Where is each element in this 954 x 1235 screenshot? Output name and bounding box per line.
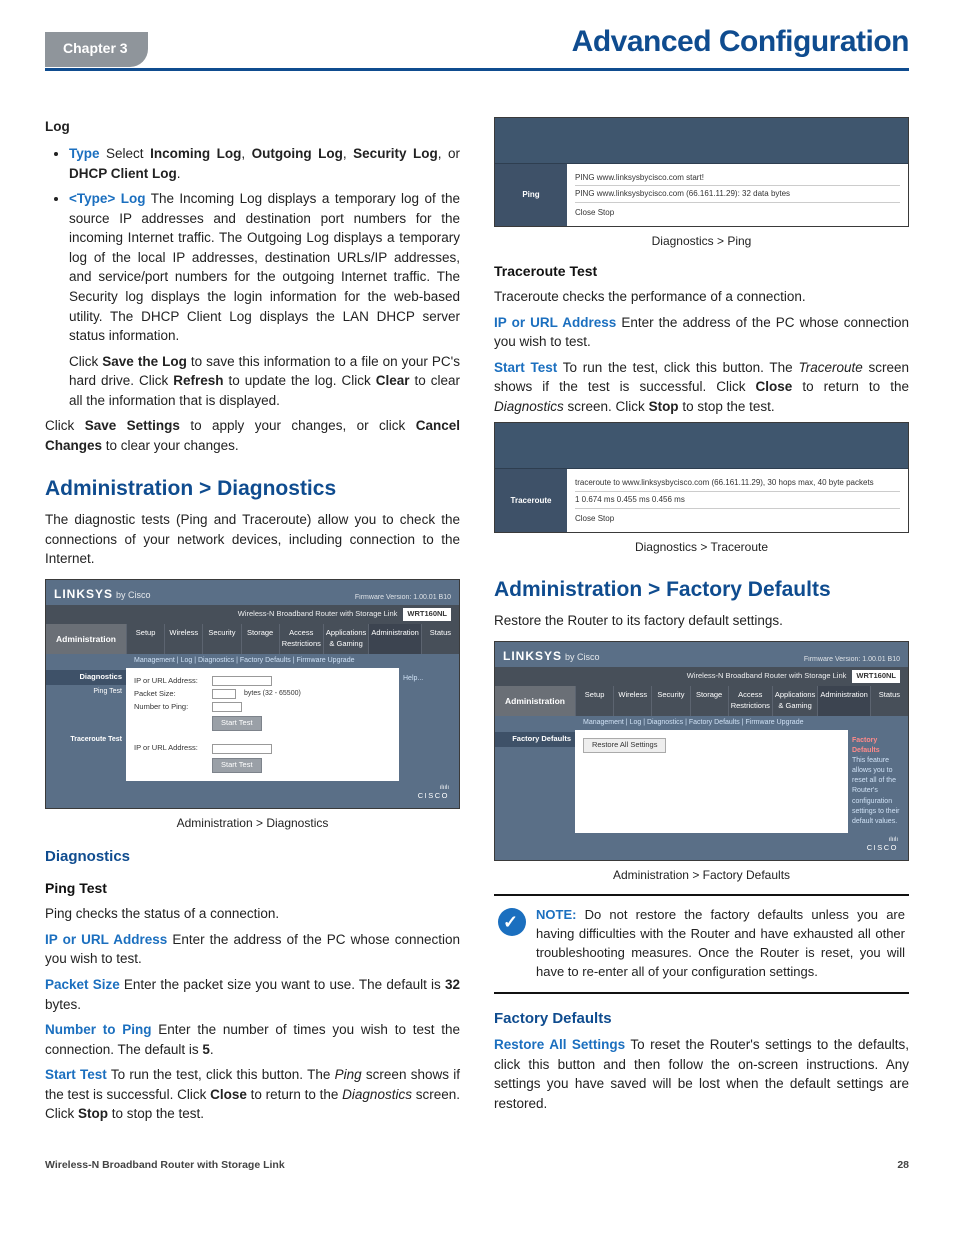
diagnostics-intro: The diagnostic tests (Ping and Tracerout…: [45, 510, 460, 569]
right-column: Ping PING www.linksysbycisco.com start! …: [494, 111, 909, 1130]
log-heading: Log: [45, 117, 460, 137]
number-to-ping-paragraph: Number to Ping Enter the number of times…: [45, 1020, 460, 1059]
caption-ping: Diagnostics > Ping: [494, 233, 909, 250]
h4-traceroute: Traceroute Test: [494, 261, 909, 281]
screenshot-factory-defaults: LINKSYSby Cisco Firmware Version: 1.00.0…: [494, 641, 909, 861]
check-icon: [498, 908, 526, 936]
screenshot-traceroute-result: Traceroute traceroute to www.linksysbyci…: [494, 422, 909, 533]
h2-diagnostics: Administration > Diagnostics: [45, 474, 460, 504]
factory-intro: Restore the Router to its factory defaul…: [494, 611, 909, 631]
page-number: 28: [897, 1158, 909, 1173]
left-column: Log Type Select Incoming Log, Outgoing L…: [45, 111, 460, 1130]
screenshot-diagnostics: LINKSYSby Cisco Firmware Version: 1.00.0…: [45, 579, 460, 809]
ip-url-paragraph: IP or URL Address Enter the address of t…: [45, 930, 460, 969]
caption-traceroute: Diagnostics > Traceroute: [494, 539, 909, 556]
h3-factory-defaults: Factory Defaults: [494, 1008, 909, 1030]
bullet-type: Type Select Incoming Log, Outgoing Log, …: [69, 144, 460, 183]
page-footer: Wireless-N Broadband Router with Storage…: [45, 1158, 909, 1173]
chapter-tab: Chapter 3: [45, 32, 148, 66]
ping-intro: Ping checks the status of a connection.: [45, 904, 460, 924]
footer-left: Wireless-N Broadband Router with Storage…: [45, 1158, 285, 1173]
tr-start-test-paragraph: Start Test To run the test, click this b…: [494, 358, 909, 417]
packet-size-paragraph: Packet Size Enter the packet size you wa…: [45, 975, 460, 1014]
page-title: Advanced Configuration: [572, 20, 909, 64]
tr-ip-url-pa\;ph: IP or URL Address Enter the address of t…: [494, 313, 909, 352]
h3-diagnostics: Diagnostics: [45, 846, 460, 868]
bullet-type-log: <Type> Log The Incoming Log displays a t…: [69, 189, 460, 346]
apply-paragraph: Click Save Settings to apply your change…: [45, 416, 460, 455]
restore-all-paragraph: Restore All Settings To reset the Router…: [494, 1035, 909, 1113]
type-log-keyword: <Type> Log: [69, 191, 145, 206]
h2-factory: Administration > Factory Defaults: [494, 575, 909, 605]
note-box: NOTE: Do not restore the factory default…: [494, 894, 909, 993]
note-lead: NOTE:: [536, 907, 576, 922]
save-log-paragraph: Click Save the Log to save this informat…: [69, 352, 460, 411]
start-test-paragraph: Start Test To run the test, click this b…: [45, 1065, 460, 1124]
caption-diagnostics: Administration > Diagnostics: [45, 815, 460, 832]
shot-tabs: Setup Wireless Security Storage Access R…: [126, 624, 459, 654]
caption-factory: Administration > Factory Defaults: [494, 867, 909, 884]
h4-ping-test: Ping Test: [45, 878, 460, 898]
traceroute-intro: Traceroute checks the performance of a c…: [494, 287, 909, 307]
type-keyword: Type: [69, 146, 100, 161]
page-header: Chapter 3 Advanced Configuration: [45, 20, 909, 71]
screenshot-ping-result: Ping PING www.linksysbycisco.com start! …: [494, 117, 909, 228]
